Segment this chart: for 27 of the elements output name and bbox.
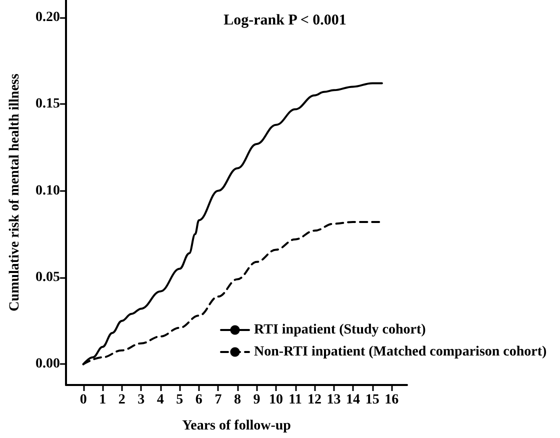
x-tick-label: 14 xyxy=(346,392,360,408)
x-tick-label: 3 xyxy=(138,392,145,408)
x-tick-label: 15 xyxy=(365,392,380,408)
x-tick-label: 0 xyxy=(80,392,87,408)
x-tick-label: 16 xyxy=(384,392,399,408)
y-tick-label: 0.05 xyxy=(36,270,60,285)
x-tick-label: 10 xyxy=(268,392,283,408)
x-tick-label: 8 xyxy=(234,392,241,408)
x-tick-label: 12 xyxy=(308,392,322,408)
y-tick-label: 0.00 xyxy=(36,356,60,372)
y-axis-title: Cumulative risk of mental health illness xyxy=(8,73,22,312)
y-tick-label: 0.20 xyxy=(36,10,60,25)
text: Log-rank P < 0.001 xyxy=(224,12,346,28)
x-tick-label: 7 xyxy=(214,392,222,408)
x-tick-label: 9 xyxy=(253,392,260,408)
x-tick-label: 6 xyxy=(195,392,202,408)
x-tick-label: 4 xyxy=(156,392,164,408)
legend-label: Non-RTI inpatient (Matched comparison cohort) xyxy=(254,344,548,360)
y-tick-label: 0.10 xyxy=(36,183,60,198)
x-tick-label: 13 xyxy=(326,392,341,408)
y-tick-label: 0.15 xyxy=(36,96,60,112)
x-tick-label: 2 xyxy=(118,392,126,408)
x-axis-title: Years of follow-up xyxy=(182,418,292,434)
x-tick-label: 1 xyxy=(99,392,106,408)
x-tick-label: 5 xyxy=(176,392,184,408)
x-tick-label: 11 xyxy=(288,392,302,408)
legend-label: RTI inpatient (Study cohort) xyxy=(254,322,426,338)
